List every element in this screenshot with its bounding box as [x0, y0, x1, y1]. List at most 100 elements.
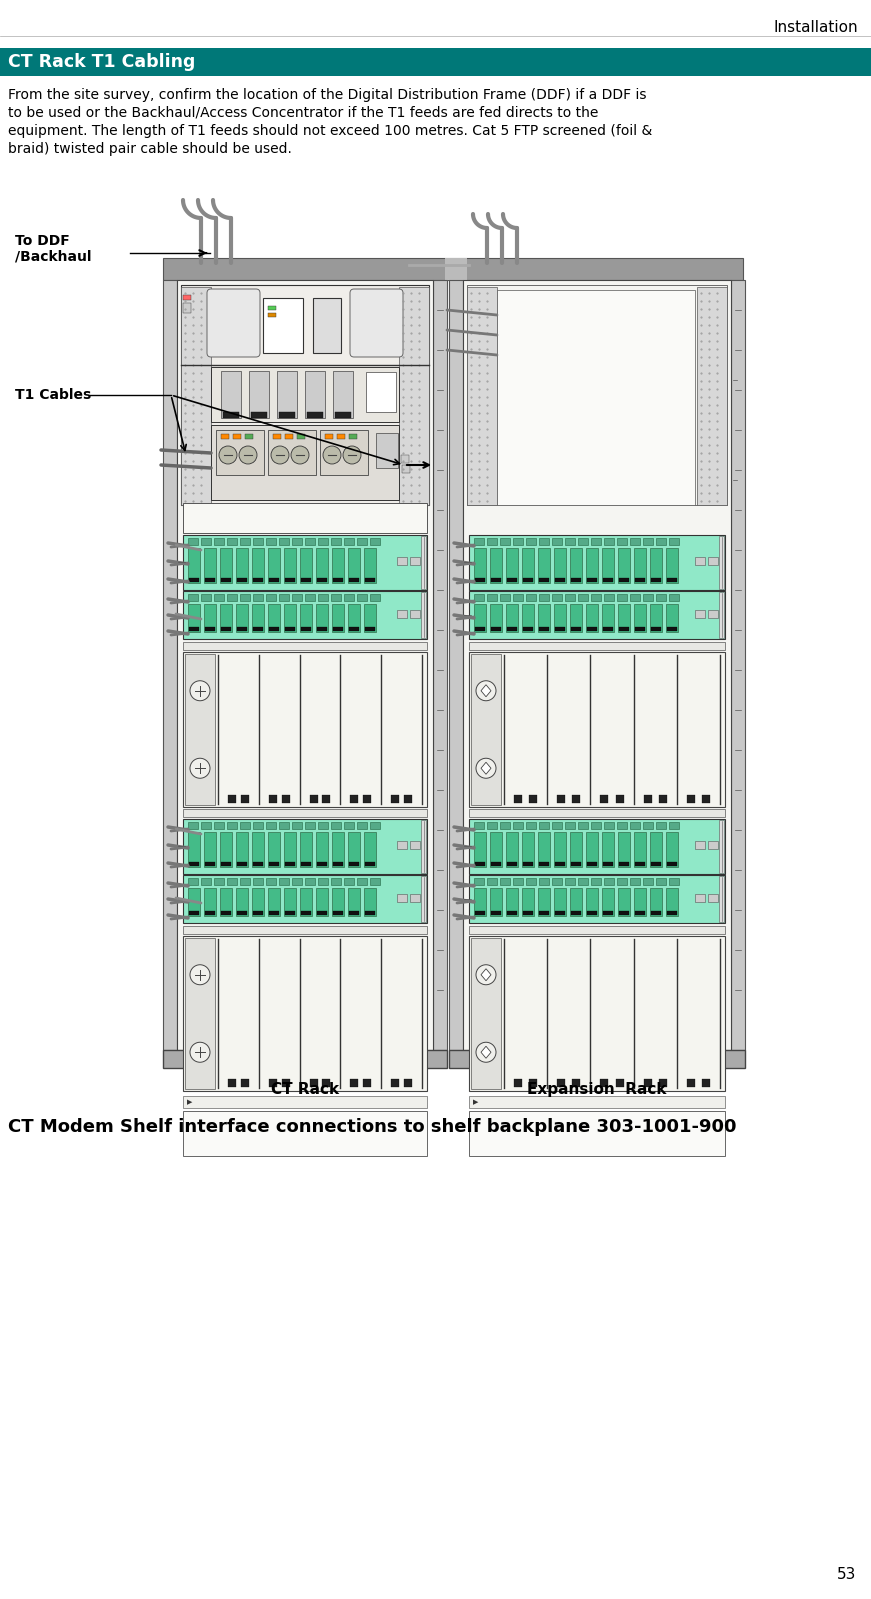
FancyBboxPatch shape [214, 822, 224, 828]
FancyBboxPatch shape [189, 862, 199, 867]
FancyBboxPatch shape [237, 862, 247, 867]
FancyBboxPatch shape [586, 887, 598, 916]
FancyBboxPatch shape [220, 831, 232, 867]
FancyBboxPatch shape [284, 831, 296, 867]
FancyBboxPatch shape [305, 593, 315, 601]
FancyBboxPatch shape [669, 878, 679, 884]
FancyBboxPatch shape [325, 433, 333, 440]
FancyBboxPatch shape [313, 297, 341, 353]
FancyBboxPatch shape [695, 556, 705, 564]
FancyBboxPatch shape [522, 887, 534, 916]
FancyBboxPatch shape [318, 878, 328, 884]
FancyBboxPatch shape [397, 894, 407, 902]
FancyBboxPatch shape [350, 795, 358, 803]
FancyBboxPatch shape [183, 926, 427, 934]
FancyBboxPatch shape [513, 878, 523, 884]
FancyBboxPatch shape [253, 822, 263, 828]
FancyBboxPatch shape [183, 1095, 427, 1108]
FancyBboxPatch shape [487, 878, 497, 884]
FancyBboxPatch shape [522, 604, 534, 632]
Text: equipment. The length of T1 feeds should not exceed 100 metres. Cat 5 FTP screen: equipment. The length of T1 feeds should… [8, 125, 652, 138]
FancyBboxPatch shape [643, 822, 653, 828]
FancyBboxPatch shape [163, 1051, 447, 1068]
FancyBboxPatch shape [318, 537, 328, 545]
FancyBboxPatch shape [183, 819, 427, 875]
FancyBboxPatch shape [603, 577, 613, 582]
FancyBboxPatch shape [163, 257, 743, 280]
FancyBboxPatch shape [318, 593, 328, 601]
FancyBboxPatch shape [220, 887, 232, 916]
FancyBboxPatch shape [214, 878, 224, 884]
FancyBboxPatch shape [617, 878, 627, 884]
FancyBboxPatch shape [253, 537, 263, 545]
FancyBboxPatch shape [236, 887, 248, 916]
FancyBboxPatch shape [570, 548, 582, 584]
FancyBboxPatch shape [497, 289, 695, 505]
FancyBboxPatch shape [421, 876, 426, 923]
FancyBboxPatch shape [279, 822, 289, 828]
FancyBboxPatch shape [268, 548, 280, 584]
FancyBboxPatch shape [349, 627, 359, 632]
FancyBboxPatch shape [667, 911, 677, 915]
FancyBboxPatch shape [539, 822, 549, 828]
FancyBboxPatch shape [365, 577, 375, 582]
FancyBboxPatch shape [475, 862, 485, 867]
FancyBboxPatch shape [220, 604, 232, 632]
FancyBboxPatch shape [185, 654, 215, 804]
FancyBboxPatch shape [300, 831, 312, 867]
Text: CT Rack T1 Cabling: CT Rack T1 Cabling [8, 53, 195, 70]
FancyBboxPatch shape [650, 604, 662, 632]
FancyBboxPatch shape [618, 831, 630, 867]
FancyBboxPatch shape [349, 862, 359, 867]
FancyBboxPatch shape [469, 652, 725, 807]
FancyBboxPatch shape [469, 643, 725, 651]
FancyBboxPatch shape [189, 577, 199, 582]
FancyBboxPatch shape [331, 593, 341, 601]
FancyBboxPatch shape [285, 577, 295, 582]
FancyBboxPatch shape [656, 878, 666, 884]
FancyBboxPatch shape [630, 822, 640, 828]
Circle shape [476, 681, 496, 700]
FancyBboxPatch shape [333, 577, 343, 582]
FancyBboxPatch shape [364, 548, 376, 584]
FancyBboxPatch shape [554, 831, 566, 867]
FancyBboxPatch shape [619, 577, 629, 582]
FancyBboxPatch shape [284, 887, 296, 916]
FancyBboxPatch shape [506, 548, 518, 584]
FancyBboxPatch shape [228, 1079, 236, 1087]
FancyBboxPatch shape [526, 822, 536, 828]
FancyBboxPatch shape [237, 911, 247, 915]
FancyBboxPatch shape [181, 286, 211, 505]
FancyBboxPatch shape [643, 537, 653, 545]
FancyBboxPatch shape [469, 1095, 725, 1108]
FancyBboxPatch shape [177, 280, 433, 1051]
FancyBboxPatch shape [305, 822, 315, 828]
FancyBboxPatch shape [399, 286, 429, 505]
FancyBboxPatch shape [538, 831, 550, 867]
FancyBboxPatch shape [221, 911, 231, 915]
FancyBboxPatch shape [285, 911, 295, 915]
FancyBboxPatch shape [363, 1079, 371, 1087]
Polygon shape [481, 763, 491, 774]
FancyBboxPatch shape [651, 577, 661, 582]
FancyBboxPatch shape [591, 593, 601, 601]
FancyBboxPatch shape [570, 604, 582, 632]
FancyBboxPatch shape [331, 822, 341, 828]
FancyBboxPatch shape [474, 831, 486, 867]
Text: Installation: Installation [773, 21, 858, 35]
FancyBboxPatch shape [635, 911, 645, 915]
FancyBboxPatch shape [643, 878, 653, 884]
FancyBboxPatch shape [469, 819, 725, 875]
FancyBboxPatch shape [702, 1079, 710, 1087]
FancyBboxPatch shape [391, 795, 399, 803]
FancyBboxPatch shape [490, 887, 502, 916]
FancyBboxPatch shape [552, 878, 562, 884]
FancyBboxPatch shape [587, 862, 597, 867]
FancyBboxPatch shape [618, 604, 630, 632]
FancyBboxPatch shape [333, 862, 343, 867]
FancyBboxPatch shape [667, 862, 677, 867]
FancyBboxPatch shape [268, 831, 280, 867]
FancyBboxPatch shape [300, 548, 312, 584]
FancyBboxPatch shape [587, 911, 597, 915]
FancyBboxPatch shape [253, 862, 263, 867]
